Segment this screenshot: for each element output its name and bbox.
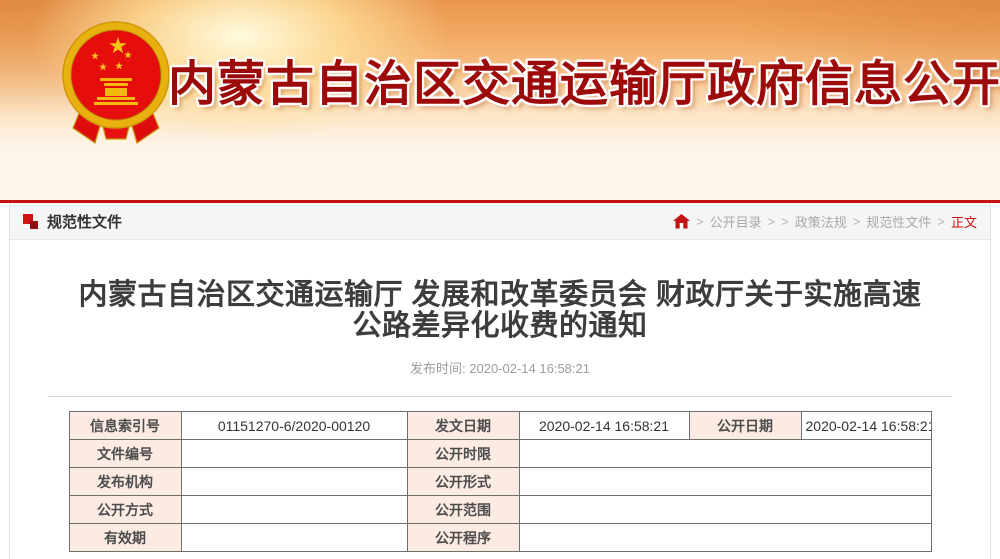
table-row-doc-number: 文件编号 公开时限 bbox=[68, 439, 932, 468]
content-divider bbox=[48, 396, 952, 397]
breadcrumb-item-policy-regulations[interactable]: 政策法规 bbox=[794, 214, 847, 230]
table-row-index: 信息索引号 01151270-6/2020-00120 发文日期 2020-02… bbox=[68, 411, 932, 440]
breadcrumb: > 公开目录 > > 政策法规 > 规范性文件 > 正文 bbox=[667, 212, 977, 231]
cell-label-doc-number: 文件编号 bbox=[68, 439, 182, 468]
cell-label-validity-period: 有效期 bbox=[68, 523, 182, 552]
national-emblem-icon bbox=[62, 21, 170, 144]
overlapping-squares-icon bbox=[23, 213, 38, 229]
cell-value-issue-date: 2020-02-14 16:58:21 bbox=[518, 411, 690, 440]
publish-time-value: 2020-02-14 16:58:21 bbox=[469, 361, 590, 376]
cell-label-public-time-limit: 公开时限 bbox=[406, 439, 520, 468]
article-area: 内蒙古自治区交通运输厅 发展和改革委员会 财政厅关于实施高速公路差异化收费的通知… bbox=[10, 240, 990, 552]
cell-value-issuing-agency bbox=[180, 467, 408, 496]
site-banner: 内蒙古自治区交通运输厅政府信息公开 bbox=[0, 0, 1000, 200]
section-bar: 规范性文件 > 公开目录 > > 政策法规 > 规范性文件 > 正文 bbox=[10, 203, 990, 240]
cell-label-index-number: 信息索引号 bbox=[68, 411, 182, 440]
cell-value-public-procedure bbox=[518, 523, 932, 552]
cell-label-public-method: 公开方式 bbox=[68, 495, 182, 524]
cell-value-public-form bbox=[518, 467, 932, 496]
home-icon[interactable] bbox=[672, 213, 690, 229]
cell-value-public-scope bbox=[518, 495, 932, 524]
cell-label-issue-date: 发文日期 bbox=[406, 411, 520, 440]
breadcrumb-separator: > bbox=[852, 213, 861, 229]
breadcrumb-item-normative-documents[interactable]: 规范性文件 bbox=[866, 214, 932, 230]
breadcrumb-separator: > bbox=[767, 213, 776, 229]
cell-label-public-form: 公开形式 bbox=[406, 467, 520, 496]
site-title: 内蒙古自治区交通运输厅政府信息公开 bbox=[168, 58, 1000, 111]
cell-label-issuing-agency: 发布机构 bbox=[68, 467, 182, 496]
cell-value-public-date: 2020-02-14 16:58:21 bbox=[800, 411, 932, 440]
cell-value-validity-period bbox=[180, 523, 408, 552]
cell-value-doc-number bbox=[180, 439, 408, 468]
publish-time-label: 发布时间: bbox=[410, 361, 466, 376]
breadcrumb-item-open-catalog[interactable]: 公开目录 bbox=[709, 214, 762, 230]
article-title: 内蒙古自治区交通运输厅 发展和改革委员会 财政厅关于实施高速公路差异化收费的通知 bbox=[78, 279, 922, 342]
cell-value-public-method bbox=[180, 495, 408, 524]
cell-label-public-procedure: 公开程序 bbox=[406, 523, 520, 552]
table-row-issuing-agency: 发布机构 公开形式 bbox=[68, 467, 932, 496]
info-table: 信息索引号 01151270-6/2020-00120 发文日期 2020-02… bbox=[68, 411, 932, 552]
breadcrumb-separator: > bbox=[781, 213, 789, 229]
breadcrumb-separator: > bbox=[695, 213, 704, 229]
section-bar-left: 规范性文件 bbox=[23, 211, 122, 232]
section-title: 规范性文件 bbox=[47, 213, 123, 231]
cell-value-index-number: 01151270-6/2020-00120 bbox=[180, 411, 408, 440]
table-row-validity: 有效期 公开程序 bbox=[68, 523, 932, 552]
cell-value-public-time-limit bbox=[518, 439, 932, 468]
content-panel: 规范性文件 > 公开目录 > > 政策法规 > 规范性文件 > 正文 内蒙古自治… bbox=[9, 203, 991, 559]
cell-label-public-date: 公开日期 bbox=[688, 411, 802, 440]
breadcrumb-current: 正文 bbox=[950, 214, 977, 230]
publish-time-line: 发布时间: 2020-02-14 16:58:21 bbox=[10, 358, 990, 377]
table-row-public-method: 公开方式 公开范围 bbox=[68, 495, 932, 524]
cell-label-public-scope: 公开范围 bbox=[406, 495, 520, 524]
red-divider-bar bbox=[0, 200, 1000, 203]
breadcrumb-separator: > bbox=[937, 213, 945, 229]
